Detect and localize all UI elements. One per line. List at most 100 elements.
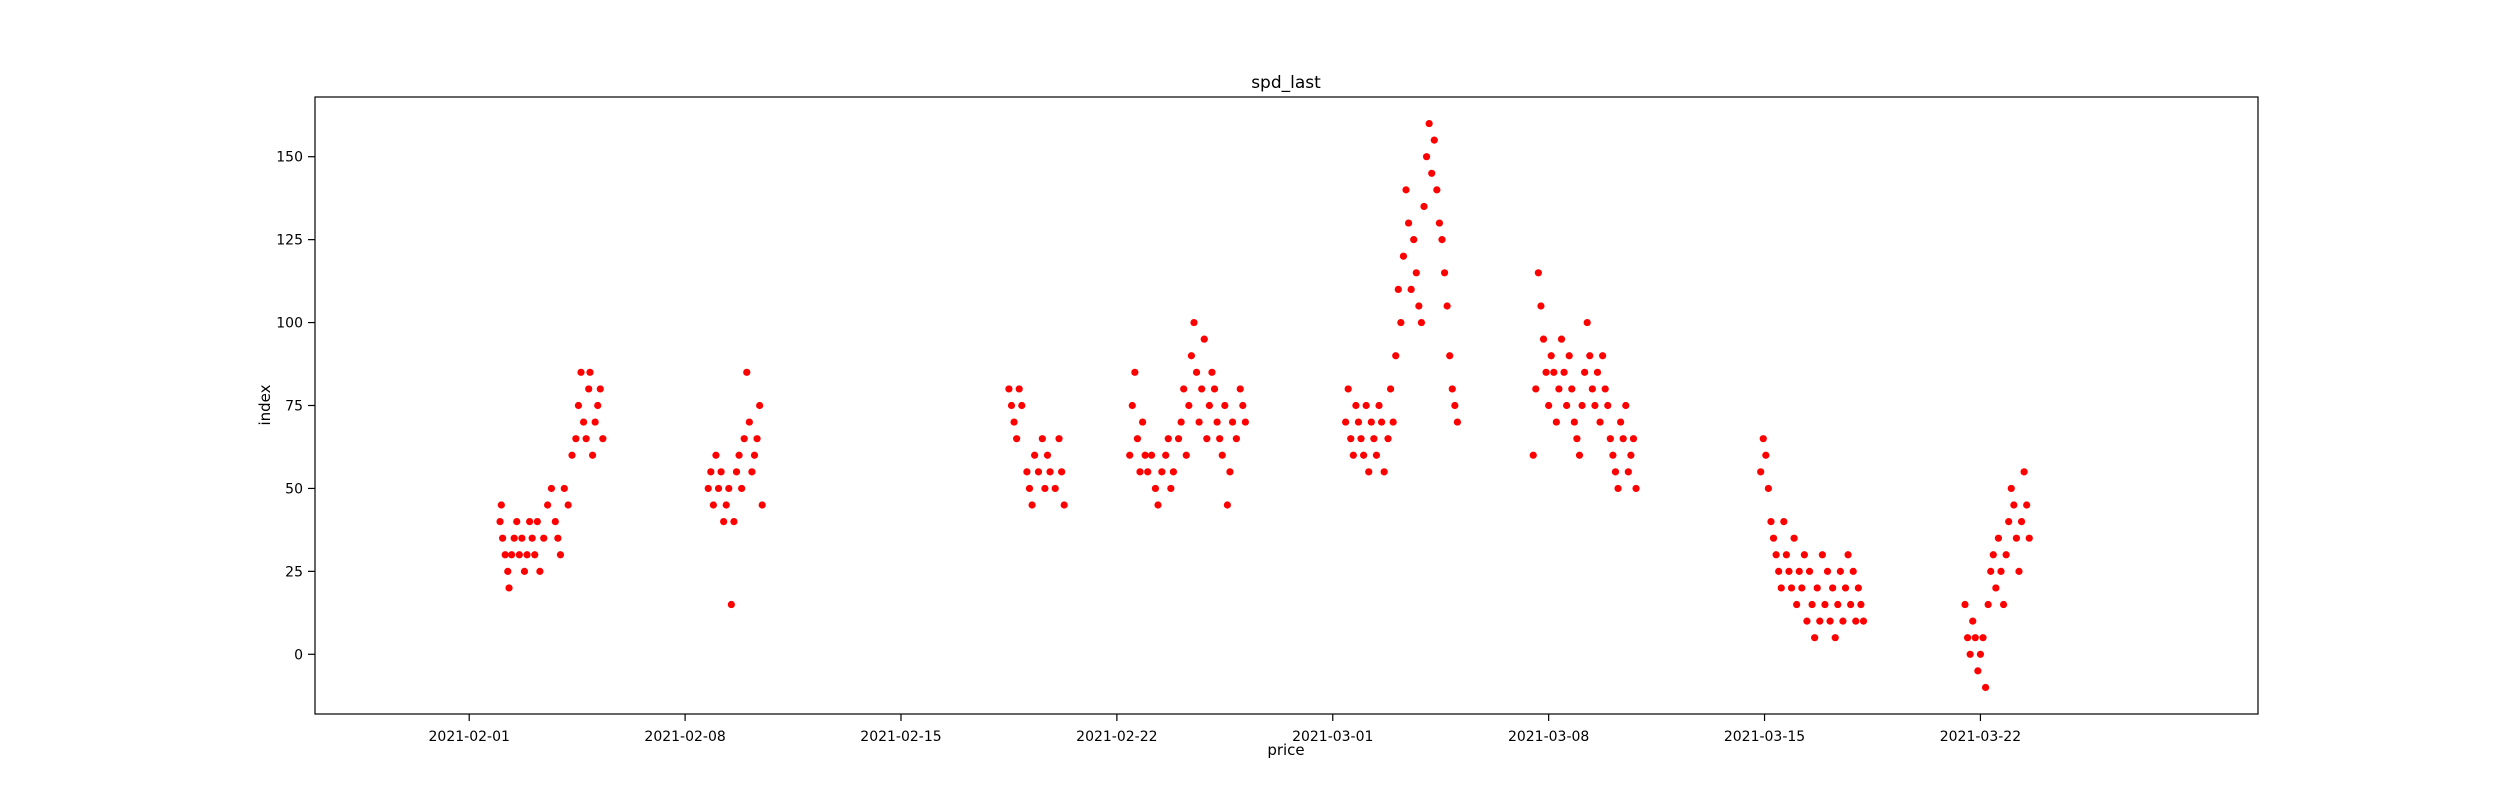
- data-point: [1586, 352, 1594, 360]
- data-point: [1987, 567, 1995, 575]
- data-point: [1347, 435, 1355, 443]
- data-point: [591, 418, 599, 426]
- x-tick-label: 2021-02-22: [1076, 729, 1157, 745]
- data-point: [1370, 435, 1378, 443]
- data-point: [1041, 484, 1049, 493]
- y-tick-label: 25: [285, 564, 303, 580]
- data-point: [1200, 335, 1208, 343]
- data-point: [1195, 418, 1203, 426]
- data-point: [1136, 468, 1144, 476]
- data-point: [1578, 401, 1586, 410]
- data-point: [1981, 683, 1990, 692]
- data-point: [1360, 451, 1368, 459]
- data-point: [1415, 302, 1423, 310]
- data-point: [505, 584, 513, 592]
- data-point: [2005, 518, 2013, 526]
- plot-frame: [314, 96, 2259, 715]
- data-point: [1593, 368, 1602, 376]
- data-point: [523, 551, 531, 559]
- data-point: [1588, 385, 1596, 393]
- data-point: [1601, 385, 1609, 393]
- data-point: [2002, 551, 2010, 559]
- data-point: [1226, 468, 1234, 476]
- data-point: [1834, 600, 1842, 609]
- data-point: [1787, 584, 1796, 592]
- data-point: [594, 401, 602, 410]
- data-point: [496, 518, 504, 526]
- data-point: [709, 501, 717, 509]
- data-point: [727, 600, 735, 609]
- data-point: [1380, 468, 1388, 476]
- data-point: [1177, 418, 1185, 426]
- data-point: [1167, 484, 1175, 493]
- data-point: [528, 534, 536, 542]
- data-point: [1060, 501, 1068, 509]
- data-point: [1966, 650, 1974, 658]
- data-point: [1407, 285, 1415, 293]
- data-point: [1816, 617, 1824, 625]
- data-point: [1534, 269, 1542, 277]
- data-point: [1782, 551, 1790, 559]
- x-tick-label: 2021-02-01: [429, 729, 510, 745]
- data-point: [1532, 385, 1540, 393]
- data-point: [1384, 435, 1392, 443]
- data-point: [738, 484, 746, 493]
- data-point: [1151, 484, 1160, 493]
- data-point: [1417, 318, 1426, 327]
- data-point: [1583, 318, 1591, 327]
- data-point: [1221, 401, 1229, 410]
- data-point: [1051, 484, 1059, 493]
- data-point: [1849, 567, 1857, 575]
- data-point: [2020, 468, 2028, 476]
- data-point: [1174, 435, 1183, 443]
- data-point: [1847, 600, 1855, 609]
- data-point: [1386, 385, 1395, 393]
- data-point: [2023, 501, 2031, 509]
- data-point: [1375, 401, 1383, 410]
- y-tick-label: 75: [285, 399, 303, 415]
- data-point: [707, 468, 715, 476]
- data-point: [1023, 468, 1031, 476]
- data-point: [1757, 468, 1765, 476]
- data-point: [1818, 551, 1826, 559]
- data-point: [526, 518, 534, 526]
- data-point: [1394, 285, 1402, 293]
- data-point: [568, 451, 576, 459]
- data-point: [577, 368, 585, 376]
- x-tick-label: 2021-03-15: [1724, 729, 1805, 745]
- data-point: [1422, 153, 1431, 161]
- data-point: [1969, 617, 1977, 625]
- data-point: [1131, 368, 1139, 376]
- data-point: [1992, 584, 2000, 592]
- data-point: [540, 534, 548, 542]
- data-point: [1767, 518, 1775, 526]
- data-point: [1976, 650, 1985, 658]
- data-point: [1800, 551, 1808, 559]
- data-point: [712, 451, 720, 459]
- data-point: [1821, 600, 1829, 609]
- y-axis: 0 25 50 75 100 125 150: [276, 150, 315, 663]
- data-point: [1604, 401, 1612, 410]
- data-point: [1979, 634, 1987, 642]
- data-point: [1772, 551, 1780, 559]
- data-point: [1372, 451, 1381, 459]
- data-point: [2010, 501, 2018, 509]
- data-point: [1859, 617, 1868, 625]
- data-point: [1241, 418, 1249, 426]
- data-point: [1190, 318, 1198, 327]
- x-tick-label: 2021-02-15: [860, 729, 941, 745]
- x-axis: 2021-02-01 2021-02-08 2021-02-15 2021-02-22…: [429, 714, 2021, 745]
- data-point: [1542, 368, 1550, 376]
- data-point: [725, 484, 733, 493]
- data-point: [1410, 236, 1418, 244]
- data-point: [1154, 501, 1162, 509]
- data-point: [1961, 600, 1969, 609]
- data-point: [1218, 451, 1226, 459]
- data-point: [1823, 567, 1832, 575]
- data-point: [1365, 468, 1373, 476]
- data-point: [1138, 418, 1147, 426]
- data-point: [1805, 567, 1814, 575]
- data-point: [1205, 401, 1213, 410]
- data-point: [1836, 567, 1844, 575]
